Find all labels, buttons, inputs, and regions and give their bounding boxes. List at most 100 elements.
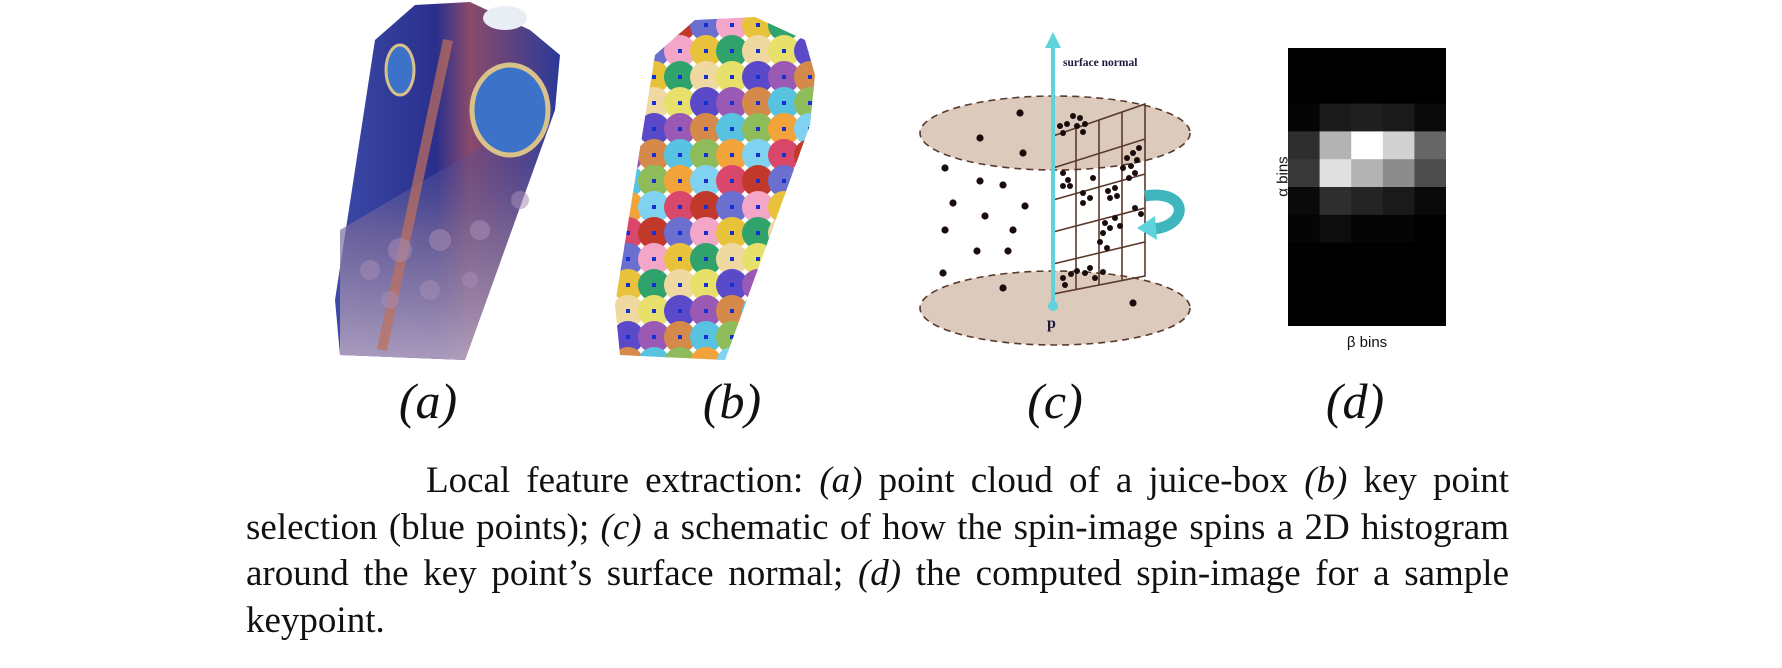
segment-patch <box>820 87 825 119</box>
caption-ref-a: (a) <box>819 460 863 501</box>
rotation-arrow-head <box>1137 216 1157 240</box>
keypoint-marker <box>678 257 682 261</box>
keypoint-marker <box>652 257 656 261</box>
segment-patch <box>768 269 800 301</box>
keypoint-marker <box>730 127 734 131</box>
keypoint-marker <box>782 101 786 105</box>
histogram-cell <box>1414 131 1447 160</box>
keypoint-marker <box>678 49 682 53</box>
histogram-cell <box>1351 242 1384 271</box>
caption-text-c: a schematic of how the spin-image spins … <box>246 506 1509 595</box>
keypoint-marker <box>808 49 812 53</box>
histogram-cell <box>1382 298 1415 327</box>
keypoint-marker <box>652 205 656 209</box>
keypoint-marker <box>626 205 630 209</box>
segment-patch <box>716 347 748 360</box>
keypoint-marker <box>626 75 630 79</box>
histogram-cell <box>1351 214 1384 244</box>
keypoint-marker <box>730 101 734 105</box>
segment-patch <box>638 347 670 360</box>
segment-patch <box>820 217 825 249</box>
keypoint-marker <box>626 257 630 261</box>
segment-patch <box>664 347 696 360</box>
keypoint-marker <box>756 153 760 157</box>
keypoint-marker <box>652 179 656 183</box>
segment-patch <box>820 139 825 171</box>
histogram-cell <box>1414 187 1447 216</box>
keypoint-selection-cloud <box>615 17 825 360</box>
segment-patch <box>820 243 825 275</box>
histogram-cell <box>1288 103 1321 132</box>
keypoint-marker <box>678 153 682 157</box>
histogram-cell <box>1351 103 1384 132</box>
color-patches <box>615 17 825 360</box>
segment-patch <box>794 217 815 249</box>
keypoint-marker <box>678 283 682 287</box>
segment-patch <box>820 191 825 223</box>
surface-normal-arrowhead <box>1045 32 1061 48</box>
keypoint-marker <box>756 205 760 209</box>
keypoint-marker <box>704 153 708 157</box>
keypoint-marker <box>704 49 708 53</box>
keypoint-marker <box>730 179 734 183</box>
segment-patch <box>820 321 825 353</box>
histogram-cell <box>1382 159 1415 188</box>
spin-image-schematic: surface normal p <box>919 32 1191 346</box>
keypoint-marker <box>652 23 656 27</box>
keypoint-marker <box>782 309 786 313</box>
keypoint-marker <box>808 257 812 261</box>
keypoint-marker <box>704 335 708 339</box>
segment-patch <box>615 87 644 119</box>
keypoint-marker <box>730 49 734 53</box>
histogram-cell <box>1288 75 1321 105</box>
histogram-cell <box>1382 187 1415 216</box>
segment-patch <box>768 347 800 360</box>
keypoint-marker <box>626 101 630 105</box>
alpha-axis-label: α bins <box>1274 156 1292 197</box>
caption-ref-c: (c) <box>600 506 642 548</box>
keypoint-marker <box>678 101 682 105</box>
segment-patch <box>794 243 815 275</box>
keypoint-marker <box>808 335 812 339</box>
histogram-cell <box>1382 131 1415 160</box>
keypoint-marker <box>756 231 760 235</box>
segment-patch <box>820 295 825 327</box>
keypoint-marker <box>808 127 812 131</box>
histogram-cell <box>1288 298 1321 327</box>
histogram-cell <box>1382 242 1415 271</box>
keypoint-marker <box>782 257 786 261</box>
keypoint-marker <box>756 23 760 27</box>
keypoint-marker <box>652 153 656 157</box>
segment-patch <box>742 269 774 301</box>
keypoint-marker <box>652 335 656 339</box>
segment-patch <box>742 347 774 360</box>
segment-patch <box>742 321 774 353</box>
scatter-points <box>939 109 1144 307</box>
keypoint-marker <box>782 205 786 209</box>
histogram-cell <box>1382 214 1415 244</box>
keypoint-marker <box>678 231 682 235</box>
segment-patch <box>690 347 722 360</box>
label-a: (a) <box>398 373 458 429</box>
keypoint-marker <box>756 257 760 261</box>
keypoint-marker <box>756 101 760 105</box>
juice-box-point-cloud <box>335 2 560 360</box>
histogram-cell <box>1319 131 1352 160</box>
keypoint-marker <box>704 127 708 131</box>
keypoint-marker <box>808 75 812 79</box>
keypoint-marker <box>808 231 812 235</box>
histogram-cell <box>1351 131 1384 160</box>
keypoint-marker <box>782 179 786 183</box>
keypoint-marker <box>756 335 760 339</box>
keypoint-marker <box>704 179 708 183</box>
keypoint-marker <box>808 101 812 105</box>
keypoint-marker <box>730 257 734 261</box>
keypoint-marker <box>756 75 760 79</box>
keypoint-marker <box>756 127 760 131</box>
keypoint-marker <box>678 335 682 339</box>
keypoint-marker <box>626 179 630 183</box>
segment-patch <box>615 347 644 360</box>
keypoint-marker <box>652 283 656 287</box>
histogram-cell <box>1414 159 1447 188</box>
histogram-cell <box>1351 298 1384 327</box>
